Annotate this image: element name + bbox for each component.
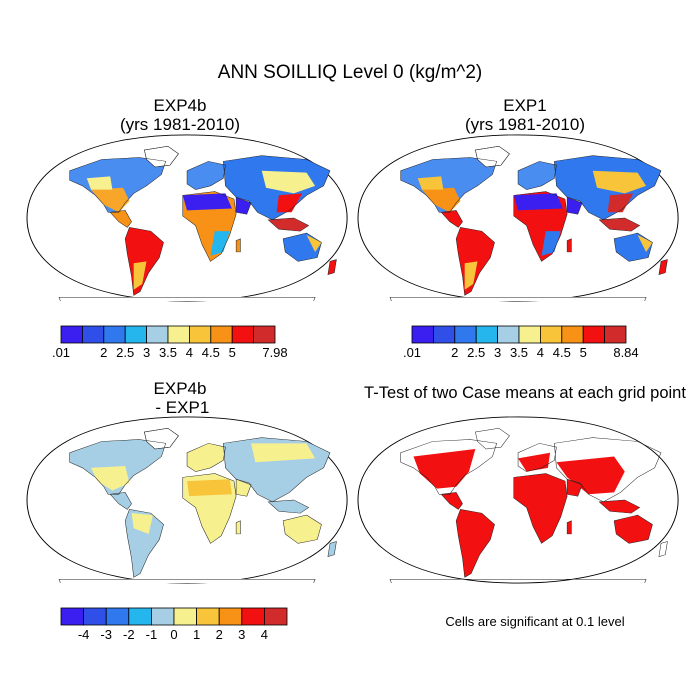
colorbar-swatch	[475, 325, 499, 344]
significance-note: Cells are significant at 0.1 level	[445, 614, 625, 629]
colorbar-swatch	[103, 325, 126, 344]
colorbar-swatch	[150, 607, 175, 626]
colorbar-tick-label: 2.5	[116, 345, 134, 360]
colorbar-swatch	[173, 607, 198, 626]
colorbar-swatch	[218, 607, 243, 626]
panel-2-title: EXP1 (yrs 1981-2010)	[385, 96, 665, 134]
colorbar-swatch	[60, 325, 83, 344]
colorbar-tick-label: 3	[143, 345, 150, 360]
colorbar-tick-label: 5	[580, 345, 587, 360]
colorbar-tick-label: 5	[229, 345, 236, 360]
colorbar-tick-label: 4.5	[553, 345, 571, 360]
colorbar-tick-label: 3	[238, 627, 245, 642]
colorbar-swatch	[210, 325, 233, 344]
colorbar-swatch	[561, 325, 584, 344]
panel-2-title-line2: (yrs 1981-2010)	[464, 115, 585, 134]
colorbar-swatch	[188, 325, 212, 344]
colorbar-swatch	[432, 325, 456, 344]
panel-3-title-line1: EXP4b	[153, 379, 207, 398]
colorbar-tick-label: 3.5	[159, 345, 177, 360]
colorbar-swatch	[231, 325, 254, 344]
colorbar-tick-label: -1	[146, 627, 158, 642]
colorbar-tick-label: -2	[123, 627, 135, 642]
colorbar-tick-label: 4	[537, 345, 544, 360]
colorbar-swatch	[518, 325, 541, 344]
colorbar-tick-label: -3	[100, 627, 112, 642]
panel-3-title-line2: - EXP1	[150, 398, 210, 417]
figure-title: ANN SOILLIQ Level 0 (kg/m^2)	[217, 62, 483, 83]
colorbar-exp4b: .01 2 2.5 3 3.5 4 4.5 5 7.98	[52, 325, 288, 360]
colorbar-swatch	[146, 325, 169, 344]
colorbar-tick-label: 2	[216, 627, 223, 642]
panel-2-title-line1: EXP1	[503, 96, 547, 115]
colorbar-tick-label: 4	[186, 345, 193, 360]
colorbar-tick-label: .01	[403, 345, 421, 360]
colorbar-tick-label: .01	[52, 345, 70, 360]
colorbar-swatch	[411, 325, 434, 344]
colorbar-swatch	[582, 325, 606, 344]
colorbar-difference: -4 -3 -2 -1 0 1 2 3 4	[60, 607, 288, 642]
colorbar-tick-label: 2	[451, 345, 458, 360]
colorbar-swatch	[128, 607, 152, 626]
colorbar-tick-label: 3.5	[510, 345, 528, 360]
map-panel-exp4b	[26, 134, 348, 302]
colorbar-tick-label: 4	[261, 627, 268, 642]
colorbar-tick-label: 7.98	[262, 345, 287, 360]
panel-1-title-line2: (yrs 1981-2010)	[119, 115, 240, 134]
colorbar-swatch	[83, 607, 107, 626]
colorbar-tick-label: 2	[100, 345, 107, 360]
panel-1-title: EXP4b (yrs 1981-2010)	[40, 96, 320, 134]
colorbar-swatch	[167, 325, 190, 344]
colorbar-swatch	[253, 325, 276, 344]
panel-1-title-line1: EXP4b	[153, 96, 207, 115]
map-panel-difference	[26, 416, 348, 584]
colorbar-swatch	[60, 607, 85, 626]
colorbar-tick-label: 0	[170, 627, 177, 642]
colorbar-swatch	[540, 325, 563, 344]
colorbar-tick-label: 4.5	[202, 345, 220, 360]
colorbar-swatch	[82, 325, 105, 344]
colorbar-tick-label: 3	[494, 345, 501, 360]
colorbar-tick-label: 8.84	[613, 345, 638, 360]
colorbar-swatch	[604, 325, 627, 344]
panel-3-title: EXP4b - EXP1	[40, 379, 320, 417]
colorbar-swatch	[263, 607, 288, 626]
colorbar-tick-label: 2.5	[467, 345, 485, 360]
colorbar-tick-label: -4	[78, 627, 90, 642]
colorbar-swatch	[241, 607, 265, 626]
colorbar-swatch	[497, 325, 520, 344]
map-panel-ttest	[357, 416, 679, 584]
colorbar-tick-label: 1	[193, 627, 200, 642]
colorbar-swatch	[454, 325, 477, 344]
map-panel-exp1	[357, 134, 679, 302]
panel-4-title: T-Test of two Case means at each grid po…	[350, 384, 700, 403]
colorbar-swatch	[105, 607, 130, 626]
panel-4-title-line1: T-Test of two Case means at each grid po…	[364, 384, 686, 402]
colorbar-exp1: .01 2 2.5 3 3.5 4 4.5 5 8.84	[403, 325, 639, 360]
colorbar-swatch	[124, 325, 147, 344]
colorbar-swatch	[196, 607, 220, 626]
